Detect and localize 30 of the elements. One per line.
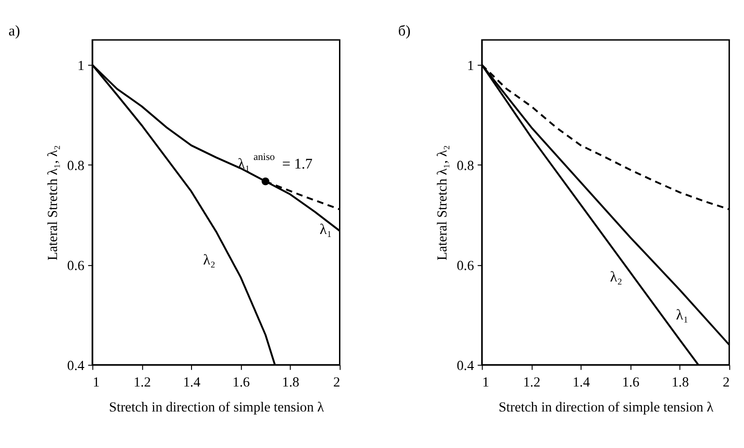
chart-title: a) <box>8 23 20 40</box>
y-tick-label: 1 <box>78 58 85 73</box>
chart-title: б) <box>398 23 411 40</box>
y-tick-label: 1 <box>467 58 474 73</box>
x-tick-label: 1.6 <box>622 374 640 390</box>
series-label: λ₂ <box>610 270 622 286</box>
x-tick-label: 1 <box>482 374 490 390</box>
x-tick-label: 2 <box>722 374 730 390</box>
series-label: λ₁ <box>676 307 688 324</box>
x-axis-title: Stretch in direction of simple tension λ <box>109 399 324 414</box>
x-tick-label: 1.8 <box>282 374 300 390</box>
y-tick-label: 0.6 <box>67 258 85 273</box>
x-tick-label: 1 <box>92 374 100 390</box>
y-axis-title: Lateral Stretch λ₁, λ₂ <box>45 145 60 260</box>
x-tick-label: 1.2 <box>134 374 151 390</box>
y-tick-label: 0.8 <box>67 158 85 173</box>
x-axis-title: Stretch in direction of simple tension λ <box>498 399 714 414</box>
y-tick-label: 0.4 <box>456 358 474 373</box>
y-axis-title: Lateral Stretch λ₁, λ₂ <box>434 145 450 260</box>
x-tick-label: 1.2 <box>523 374 541 390</box>
y-tick-label: 0.8 <box>456 158 474 173</box>
x-tick-label: 1.6 <box>232 374 250 390</box>
x-tick-label: 1.8 <box>672 374 689 390</box>
series-label: λ₂ <box>203 252 216 269</box>
y-tick-label: 0.6 <box>456 258 474 273</box>
x-tick-label: 1.4 <box>572 374 590 390</box>
series-label: λ₁ <box>320 222 332 238</box>
x-tick-label: 2 <box>333 374 340 390</box>
y-tick-label: 0.4 <box>67 358 85 373</box>
x-tick-label: 1.4 <box>183 374 200 390</box>
